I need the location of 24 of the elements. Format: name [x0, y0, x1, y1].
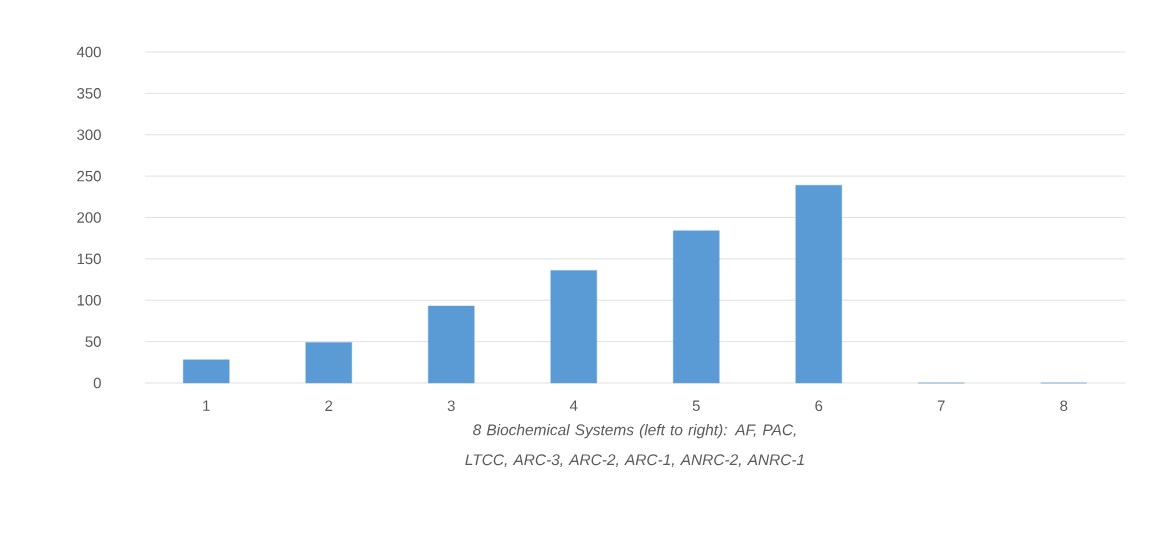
y-tick-label: 350	[77, 88, 101, 99]
x-tick-label: 3	[447, 400, 455, 412]
y-tick-label: 300	[77, 129, 101, 141]
bar	[673, 230, 720, 384]
bar	[550, 270, 597, 384]
y-tick-label: 250	[77, 170, 101, 182]
x-axis-title: 8 Biochemical Systems (left to right): AF, PAC, LTCC, ARC-3, ARC-2, ARC-1, ANRC-2, ANRC-1	[465, 423, 804, 467]
bar	[305, 342, 352, 384]
y-tick-label: 0	[93, 377, 101, 389]
y-tick-label: 400	[76, 46, 101, 58]
x-tick-label: 8	[1060, 400, 1068, 412]
y-tick-label: 150	[77, 253, 101, 265]
bar	[795, 185, 842, 384]
x-tick-label: 1	[203, 400, 210, 411]
bar	[428, 305, 475, 384]
x-tick-label: 4	[569, 400, 578, 411]
x-tick-label: 7	[937, 400, 945, 411]
y-tick-label: 200	[77, 212, 101, 223]
y-tick-label: 100	[77, 294, 101, 306]
x-tick-label: 2	[325, 400, 333, 411]
y-tick-label: 50	[85, 336, 101, 347]
bar	[183, 359, 230, 384]
x-tick-label: 6	[815, 400, 823, 412]
x-tick-label: 5	[692, 400, 700, 411]
